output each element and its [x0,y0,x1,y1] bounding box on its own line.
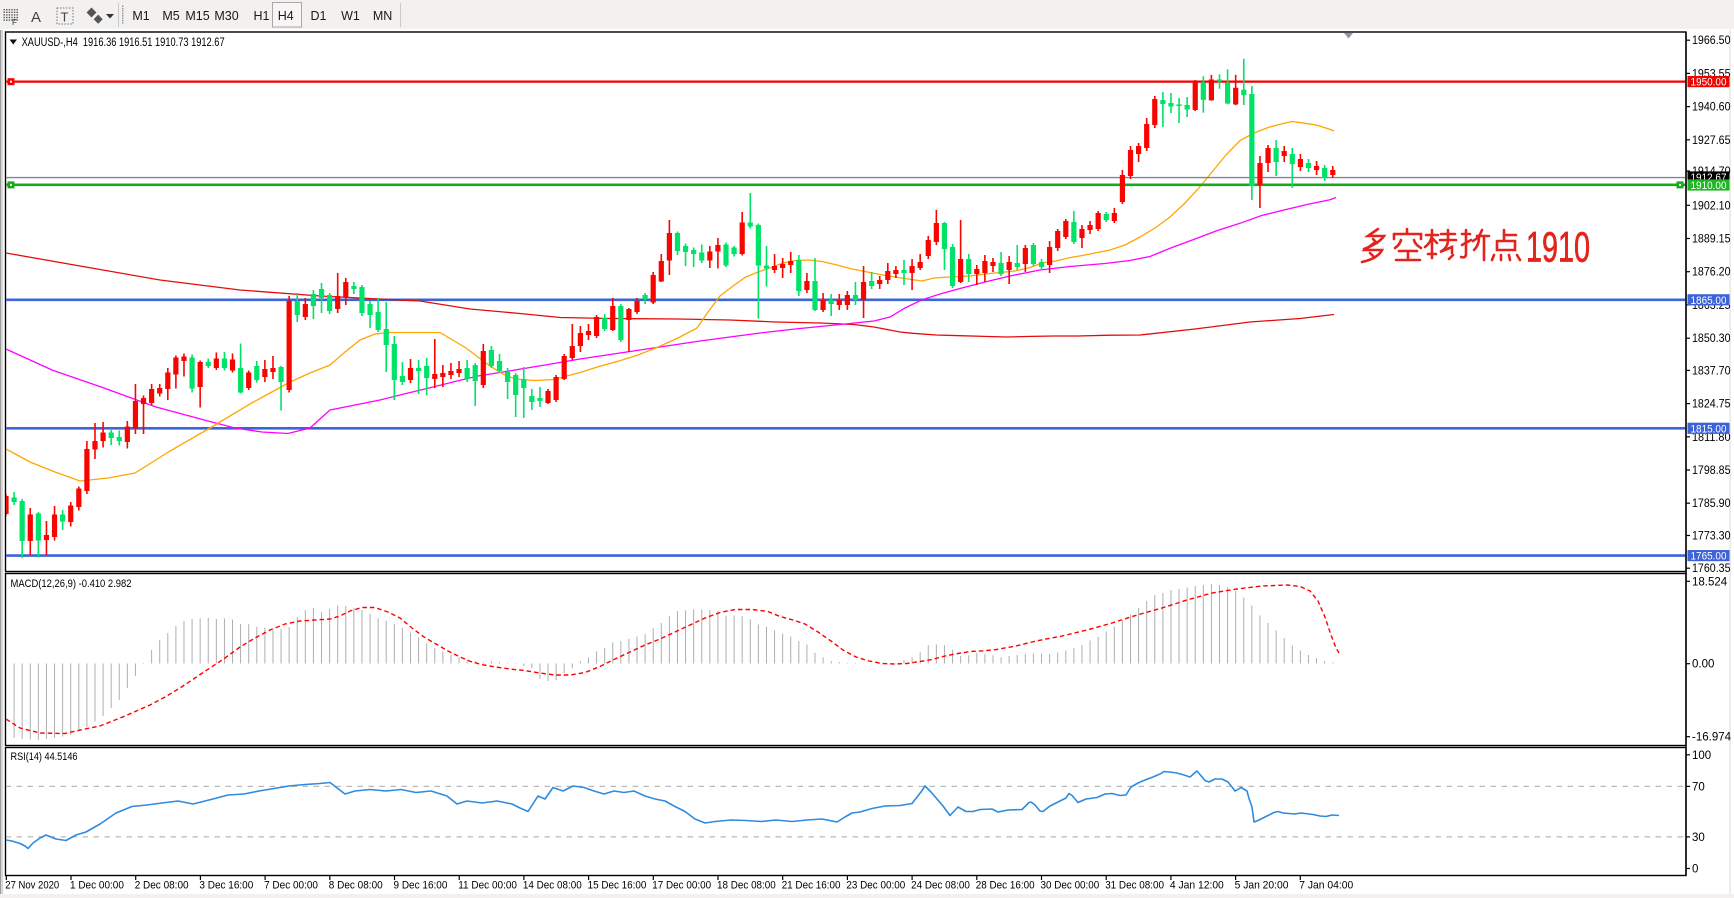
svg-text:A: A [31,9,41,26]
svg-text:XAUUSD-,H4 1916.36 1916.51 19: XAUUSD-,H4 1916.36 1916.51 1910.73 1912.… [22,37,225,49]
svg-text:1950.00: 1950.00 [1691,77,1727,89]
svg-text:30 Dec 00:00: 30 Dec 00:00 [1041,880,1100,892]
svg-text:RSI(14) 44.5146: RSI(14) 44.5146 [11,751,78,763]
svg-text:24 Dec 08:00: 24 Dec 08:00 [911,880,970,892]
svg-text:100: 100 [1692,750,1711,762]
svg-text:M30: M30 [214,9,238,23]
svg-text:21 Dec 16:00: 21 Dec 16:00 [782,880,841,892]
svg-text:23 Dec 00:00: 23 Dec 00:00 [846,880,905,892]
svg-text:W1: W1 [341,9,360,23]
svg-text:0.00: 0.00 [1692,659,1714,671]
svg-text:18 Dec 08:00: 18 Dec 08:00 [717,880,776,892]
svg-text:M5: M5 [162,9,179,23]
svg-text:1940.60: 1940.60 [1692,102,1731,114]
svg-text:4 Jan 12:00: 4 Jan 12:00 [1170,880,1224,892]
svg-text:1927.65: 1927.65 [1692,135,1731,147]
svg-text:1837.70: 1837.70 [1692,365,1731,377]
svg-text:1876.20: 1876.20 [1692,267,1731,279]
svg-text:2 Dec 08:00: 2 Dec 08:00 [135,880,189,892]
svg-text:27 Nov 2020: 27 Nov 2020 [5,880,59,892]
svg-text:30: 30 [1692,832,1705,844]
svg-text:-16.974: -16.974 [1692,732,1732,744]
svg-text:MN: MN [373,9,392,23]
svg-text:1760.35: 1760.35 [1692,563,1731,575]
svg-text:1 Dec 00:00: 1 Dec 00:00 [70,880,124,892]
svg-text:1798.85: 1798.85 [1692,465,1731,477]
svg-text:11 Dec 00:00: 11 Dec 00:00 [458,880,517,892]
svg-text:M1: M1 [132,9,149,23]
svg-text:3 Dec 16:00: 3 Dec 16:00 [199,880,253,892]
svg-text:1824.75: 1824.75 [1692,399,1731,411]
svg-text:H1: H1 [254,9,270,23]
svg-text:D1: D1 [311,9,327,23]
svg-text:1865.00: 1865.00 [1691,295,1727,307]
svg-text:1889.15: 1889.15 [1692,234,1731,246]
svg-text:M15: M15 [185,9,209,23]
svg-text:28 Dec 16:00: 28 Dec 16:00 [976,880,1035,892]
svg-text:9 Dec 16:00: 9 Dec 16:00 [394,880,448,892]
svg-text:1850.30: 1850.30 [1692,333,1731,345]
svg-text:1773.30: 1773.30 [1692,531,1731,543]
svg-text:F: F [12,18,17,27]
svg-text:MACD(12,26,9) -0.410 2.982: MACD(12,26,9) -0.410 2.982 [11,578,132,590]
svg-text:1815.00: 1815.00 [1691,423,1727,435]
svg-text:1910.00: 1910.00 [1691,180,1727,192]
svg-text:18.524: 18.524 [1692,576,1728,588]
svg-text:1966.50: 1966.50 [1692,35,1731,47]
svg-text:1785.90: 1785.90 [1692,498,1731,510]
svg-text:0: 0 [1692,864,1698,876]
svg-text:14 Dec 08:00: 14 Dec 08:00 [523,880,582,892]
svg-text:31 Dec 08:00: 31 Dec 08:00 [1105,880,1164,892]
svg-text:7 Jan 04:00: 7 Jan 04:00 [1299,880,1353,892]
svg-text:17 Dec 00:00: 17 Dec 00:00 [652,880,711,892]
svg-text:8 Dec 08:00: 8 Dec 08:00 [329,880,383,892]
svg-text:1902.10: 1902.10 [1692,200,1731,212]
svg-text:H4: H4 [278,9,294,23]
svg-text:1765.00: 1765.00 [1691,551,1727,563]
svg-text:T: T [61,10,69,25]
svg-text:5 Jan 20:00: 5 Jan 20:00 [1235,880,1289,892]
svg-text:15 Dec 16:00: 15 Dec 16:00 [588,880,647,892]
svg-text:1811.80: 1811.80 [1692,432,1731,444]
svg-text:7 Dec 00:00: 7 Dec 00:00 [264,880,318,892]
svg-text:70: 70 [1692,781,1705,793]
svg-text:1910: 1910 [1526,223,1590,271]
